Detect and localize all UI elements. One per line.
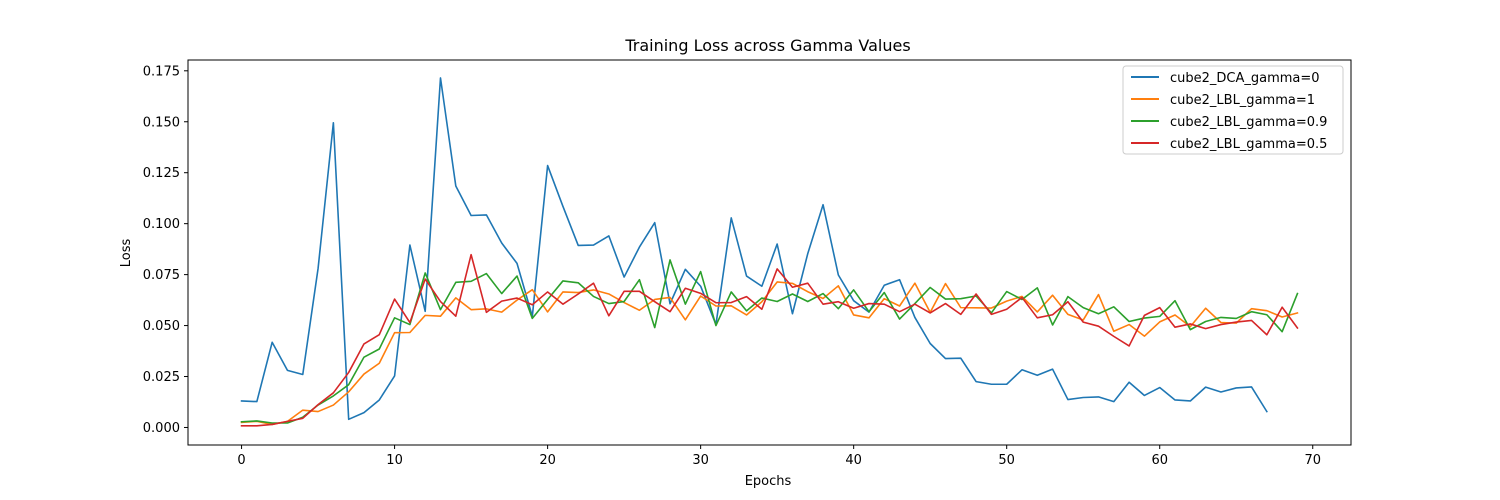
x-tick-label: 30 bbox=[692, 453, 709, 468]
series-line-3 bbox=[240, 253, 1299, 427]
y-tick-label: 0.125 bbox=[143, 166, 180, 181]
y-tick-label: 0.150 bbox=[143, 115, 180, 130]
y-tick-label: 0.175 bbox=[143, 64, 180, 79]
x-tick-label: 10 bbox=[386, 453, 403, 468]
legend-label-2: cube2_LBL_gamma=0.9 bbox=[1170, 115, 1327, 130]
x-axis-label: Epochs bbox=[745, 474, 792, 489]
y-tick-label: 0.075 bbox=[143, 268, 180, 283]
series-line-0 bbox=[240, 77, 1268, 421]
x-tick-label: 0 bbox=[237, 453, 245, 468]
y-axis-label: Loss bbox=[119, 239, 134, 268]
y-axis: 0.000 0.025 0.050 0.075 0.100 0.125 0.150 0.175 bbox=[143, 64, 188, 436]
x-tick-label: 40 bbox=[845, 453, 862, 468]
plot-frame bbox=[187, 59, 1352, 446]
y-tick-label: 0.100 bbox=[143, 217, 180, 232]
series-line-1 bbox=[240, 281, 1299, 426]
x-tick-label: 20 bbox=[539, 453, 556, 468]
legend-label-3: cube2_LBL_gamma=0.5 bbox=[1170, 137, 1327, 152]
series-layer bbox=[240, 77, 1299, 427]
legend-label-1: cube2_LBL_gamma=1 bbox=[1170, 93, 1315, 108]
x-axis: 0 10 20 30 40 50 60 70 bbox=[237, 445, 1321, 468]
y-tick-label: 0.000 bbox=[143, 421, 180, 436]
chart-title: Training Loss across Gamma Values bbox=[624, 36, 910, 55]
x-tick-label: 60 bbox=[1151, 453, 1168, 468]
x-tick-label: 50 bbox=[998, 453, 1015, 468]
legend-label-0: cube2_DCA_gamma=0 bbox=[1170, 71, 1320, 86]
legend: cube2_DCA_gamma=0 cube2_LBL_gamma=1 cube2_… bbox=[1122, 65, 1344, 155]
x-tick-label: 70 bbox=[1304, 453, 1321, 468]
legend-box bbox=[1122, 65, 1344, 155]
y-tick-label: 0.050 bbox=[143, 319, 180, 334]
y-tick-label: 0.025 bbox=[143, 370, 180, 385]
